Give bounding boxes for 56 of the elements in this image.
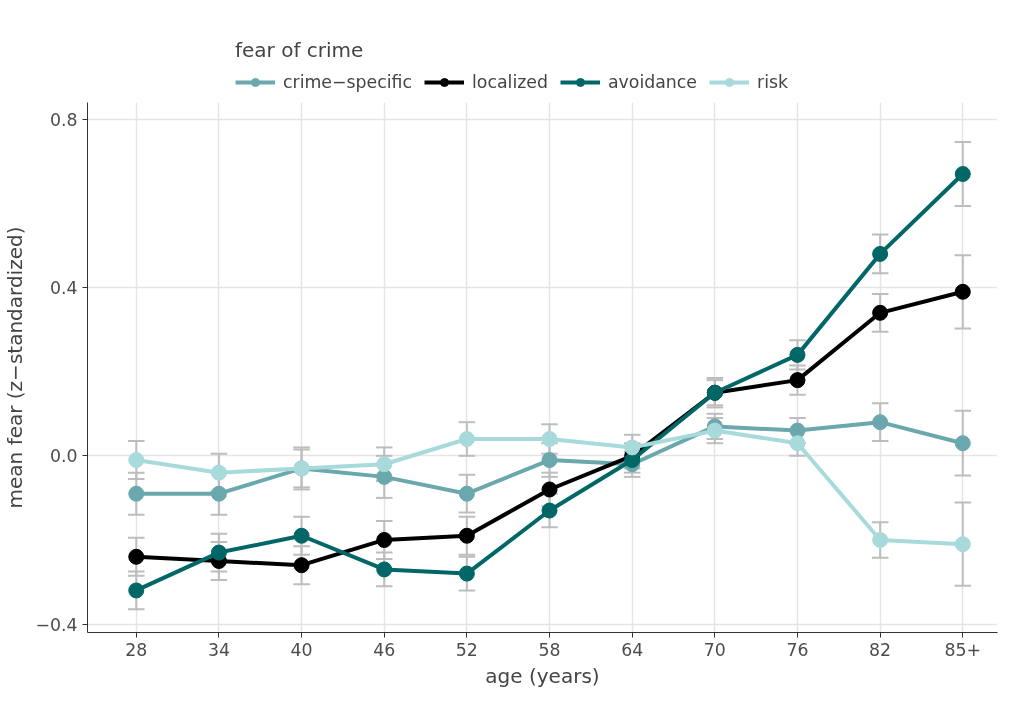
point [872,414,889,431]
x-tick-label: 70 [703,639,726,660]
y-tick-label: 0.4 [49,278,78,299]
point [458,431,475,447]
legend-label: avoidance [607,72,698,92]
y-tick-label: 0.8 [49,109,78,130]
x-tick-label: 28 [125,639,148,660]
point [210,544,227,561]
point [376,531,393,548]
point [789,346,806,363]
x-tick-label: 82 [869,639,892,660]
point [954,166,971,182]
legend-label: risk [757,72,789,92]
point [541,481,558,498]
point [954,283,971,300]
point [128,582,145,599]
y-tick-label: −0.4 [35,614,78,635]
point [954,435,971,452]
point [376,561,393,578]
point [458,527,475,544]
point [541,502,558,519]
legend-title: fear of crime [235,38,365,62]
point [706,422,723,439]
point [872,245,889,262]
point [872,304,889,321]
point [293,527,310,544]
x-tick-label: 46 [373,639,396,660]
x-tick-label: 58 [538,639,561,660]
legend-label: crime−specific [283,72,412,92]
legend-label: localized [472,72,548,92]
point [128,485,145,502]
point [789,372,806,389]
x-axis-title: age (years) [485,663,600,688]
x-tick-label: 34 [207,639,230,660]
point [376,456,393,473]
point [210,485,227,502]
point [128,452,145,469]
y-tick-label: 0.0 [49,446,78,467]
x-tick-label: 40 [290,639,313,660]
y-axis-title: mean fear (z−standardized) [3,226,28,509]
x-tick-label: 85+ [944,639,982,660]
point [458,565,475,582]
point [293,557,310,574]
point [624,439,641,456]
point [541,452,558,469]
point [458,485,475,502]
point [541,431,558,447]
point [954,536,971,553]
point [624,452,641,469]
x-tick-label: 64 [621,639,644,660]
point [789,435,806,452]
x-tick-label: 76 [786,639,809,660]
point [128,548,145,565]
x-tick-label: 52 [455,639,478,660]
point [210,464,227,481]
point [872,531,889,548]
